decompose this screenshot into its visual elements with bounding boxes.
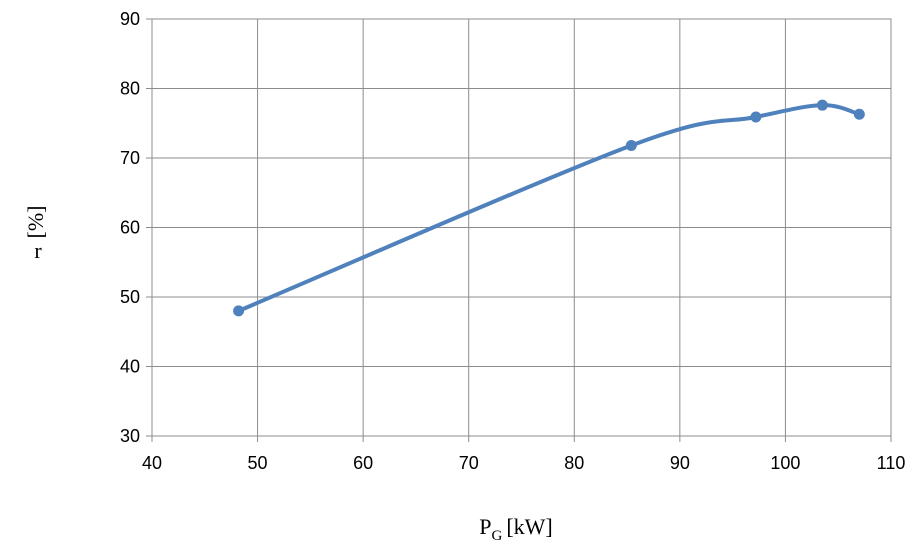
x-axis-title-unit: [kW] (506, 514, 552, 539)
x-tick-label: 100 (770, 453, 800, 473)
data-point (233, 305, 245, 317)
x-axis-tick-labels: 40 50 60 70 80 90 100 110 (142, 453, 905, 473)
y-tick-label: 70 (120, 148, 140, 168)
y-tick-label: 30 (120, 426, 140, 446)
x-tick-label: 70 (459, 453, 479, 473)
y-tick-label: 40 (120, 357, 140, 377)
grid (146, 18, 892, 442)
y-tick-label: 60 (120, 218, 140, 238)
x-tick-label: 60 (353, 453, 373, 473)
x-tick-label: 110 (877, 453, 906, 473)
x-tick-label: 90 (670, 453, 690, 473)
y-axis-symbol: r (34, 238, 42, 263)
y-tick-label: 50 (120, 287, 140, 307)
x-tick-label: 80 (564, 453, 584, 473)
data-points (233, 99, 865, 317)
data-point (853, 108, 865, 120)
y-axis-tick-labels: 30 40 50 60 70 80 90 (120, 9, 140, 446)
x-axis-title-subscript: G (491, 528, 502, 544)
series-line (236, 103, 862, 313)
x-axis-title-main: P (479, 514, 491, 539)
plot-area (151, 18, 892, 437)
data-point (750, 111, 762, 123)
y-axis-unit: [%] (23, 206, 48, 239)
data-point (625, 139, 637, 151)
x-axis-title: PG [kW] (479, 514, 553, 544)
y-tick-label: 80 (120, 79, 140, 99)
x-tick-label: 50 (248, 453, 268, 473)
y-tick-label: 90 (120, 9, 140, 29)
x-tick-label: 40 (142, 453, 162, 473)
data-point (816, 99, 828, 111)
